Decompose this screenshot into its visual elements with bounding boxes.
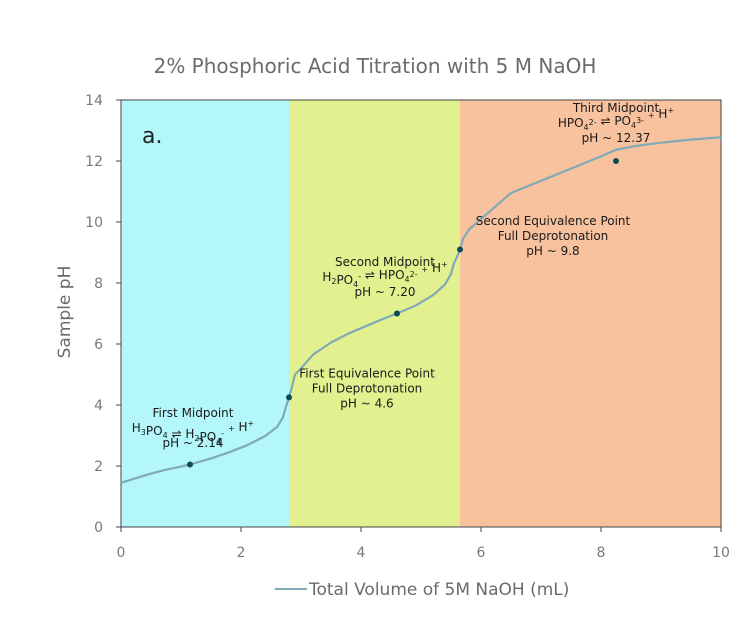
- annotation-line: Full Deprotonation: [498, 229, 609, 243]
- x-tick-label: 8: [597, 545, 606, 561]
- chart-title: 2% Phosphoric Acid Titration with 5 M Na…: [154, 54, 597, 78]
- x-tick-label: 2: [237, 545, 246, 561]
- annotation-line: HPO42- ⇌ PO43- + H+: [558, 106, 674, 132]
- y-tick-label: 14: [85, 93, 103, 109]
- annotation-line: pH ~ 7.20: [354, 285, 415, 299]
- annotation-line: pH ~ 12.37: [582, 131, 651, 145]
- x-tick-label: 0: [117, 545, 126, 561]
- annotation-line: pH ~ 9.8: [526, 244, 579, 258]
- x-tick-label: 6: [477, 545, 486, 561]
- y-tick-label: 4: [94, 398, 103, 414]
- key-point-1: [187, 461, 193, 468]
- x-tick-label: 4: [357, 545, 366, 561]
- annotation-line: First Equivalence Point: [299, 367, 435, 381]
- key-point-3: [394, 310, 400, 317]
- region-3: [460, 100, 721, 527]
- y-tick-label: 12: [85, 154, 103, 170]
- annotation-line: pH ~ 4.6: [340, 397, 393, 411]
- panel-label: a.: [142, 124, 162, 149]
- y-tick-label: 0: [94, 520, 103, 536]
- key-point-2: [286, 394, 292, 401]
- annotation-line: H2PO4- ⇌ HPO42- + H+: [322, 260, 447, 289]
- titration-curve: [120, 136, 722, 484]
- key-points: [187, 158, 619, 468]
- annotation-line: H3PO4 ⇌ H2PO4- + H+: [132, 419, 254, 446]
- axes: 0 2 4 6 8 10 0 2 4 6 8 10 12 14: [85, 93, 730, 561]
- region-2: [289, 100, 460, 527]
- key-point-5: [613, 158, 619, 164]
- y-tick-label: 6: [94, 337, 103, 353]
- key-point-4: [457, 246, 463, 253]
- y-tick-label: 10: [85, 215, 103, 231]
- annotation-line: Full Deprotonation: [312, 382, 423, 396]
- annotation-line: Second Midpoint: [335, 255, 435, 269]
- y-axis-label: Sample pH: [55, 266, 75, 359]
- series-line: [120, 136, 722, 484]
- x-tick-label: 10: [712, 545, 730, 561]
- x-axis-label: Total Volume of 5M NaOH (mL): [308, 580, 569, 600]
- ph-regions: [121, 100, 721, 527]
- annotation-line: First Midpoint: [153, 406, 234, 420]
- y-tick-label: 8: [94, 276, 103, 292]
- plot-border: [120, 99, 722, 528]
- legend: Total Volume of 5M NaOH (mL): [275, 580, 569, 600]
- annotation-line: Third Midpoint: [572, 101, 660, 115]
- annotation-line: pH ~ 2.14: [162, 436, 223, 450]
- region-1: [121, 100, 289, 527]
- annotation-line: Second Equivalence Point: [476, 214, 631, 228]
- y-tick-label: 2: [94, 459, 103, 475]
